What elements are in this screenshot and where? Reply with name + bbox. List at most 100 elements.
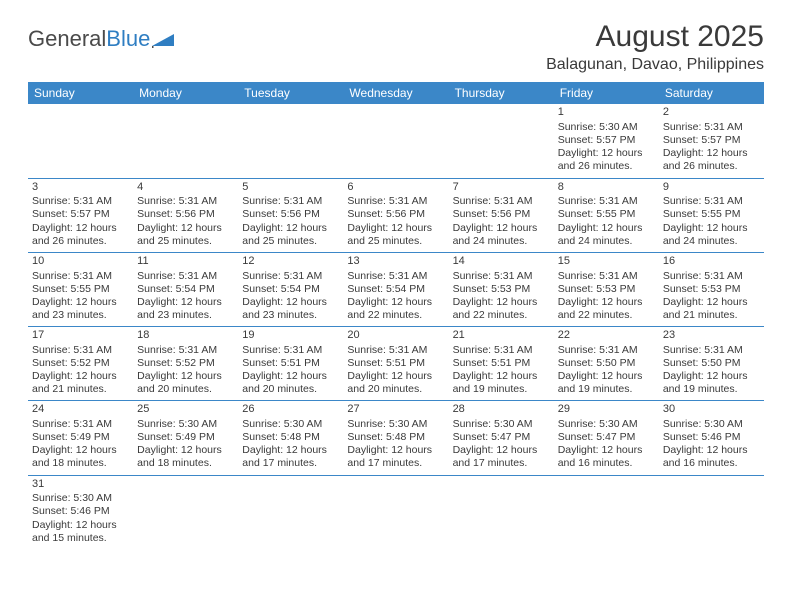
calendar-cell: 8Sunrise: 5:31 AMSunset: 5:55 PMDaylight… [554,178,659,252]
day-number: 10 [32,255,129,269]
page: GeneralBlue August 2025 Balagunan, Davao… [0,0,792,559]
calendar-cell [554,475,659,549]
calendar-cell [133,104,238,178]
daylight-text: Daylight: 12 hours [558,296,655,309]
title-block: August 2025 Balagunan, Davao, Philippine… [546,20,764,74]
sunrise-text: Sunrise: 5:31 AM [347,195,444,208]
sunset-text: Sunset: 5:55 PM [558,208,655,221]
calendar-cell [238,475,343,549]
sunrise-text: Sunrise: 5:30 AM [242,418,339,431]
day-number: 24 [32,403,129,417]
daylight-text: Daylight: 12 hours [558,222,655,235]
day-number: 20 [347,329,444,343]
day-header: Wednesday [343,82,448,104]
daylight-text: and 23 minutes. [242,309,339,322]
calendar-cell: 3Sunrise: 5:31 AMSunset: 5:57 PMDaylight… [28,178,133,252]
sunset-text: Sunset: 5:51 PM [453,357,550,370]
sunset-text: Sunset: 5:46 PM [32,505,129,518]
daylight-text: and 22 minutes. [558,309,655,322]
sunset-text: Sunset: 5:57 PM [558,134,655,147]
daylight-text: and 18 minutes. [32,457,129,470]
sunset-text: Sunset: 5:51 PM [347,357,444,370]
calendar-cell: 26Sunrise: 5:30 AMSunset: 5:48 PMDayligh… [238,401,343,475]
day-number: 31 [32,478,129,492]
sunset-text: Sunset: 5:56 PM [347,208,444,221]
sunset-text: Sunset: 5:52 PM [32,357,129,370]
daylight-text: and 24 minutes. [663,235,760,248]
day-number: 12 [242,255,339,269]
day-header: Sunday [28,82,133,104]
sunrise-text: Sunrise: 5:31 AM [242,344,339,357]
sunrise-text: Sunrise: 5:31 AM [32,270,129,283]
daylight-text: Daylight: 12 hours [32,370,129,383]
sunset-text: Sunset: 5:54 PM [137,283,234,296]
day-number: 6 [347,181,444,195]
calendar-cell: 9Sunrise: 5:31 AMSunset: 5:55 PMDaylight… [659,178,764,252]
daylight-text: and 24 minutes. [453,235,550,248]
sunset-text: Sunset: 5:55 PM [32,283,129,296]
daylight-text: and 26 minutes. [558,160,655,173]
daylight-text: Daylight: 12 hours [32,222,129,235]
logo: GeneralBlue [28,26,174,52]
calendar-cell: 14Sunrise: 5:31 AMSunset: 5:53 PMDayligh… [449,252,554,326]
daylight-text: Daylight: 12 hours [32,519,129,532]
day-number: 15 [558,255,655,269]
daylight-text: Daylight: 12 hours [663,147,760,160]
sunrise-text: Sunrise: 5:31 AM [453,344,550,357]
sunrise-text: Sunrise: 5:30 AM [663,418,760,431]
day-header: Tuesday [238,82,343,104]
day-number: 27 [347,403,444,417]
daylight-text: Daylight: 12 hours [558,370,655,383]
daylight-text: Daylight: 12 hours [242,222,339,235]
daylight-text: and 26 minutes. [32,235,129,248]
daylight-text: Daylight: 12 hours [137,296,234,309]
calendar-cell [343,104,448,178]
sunset-text: Sunset: 5:51 PM [242,357,339,370]
sunrise-text: Sunrise: 5:31 AM [347,270,444,283]
calendar-cell: 13Sunrise: 5:31 AMSunset: 5:54 PMDayligh… [343,252,448,326]
daylight-text: and 22 minutes. [453,309,550,322]
calendar-cell: 22Sunrise: 5:31 AMSunset: 5:50 PMDayligh… [554,327,659,401]
daylight-text: and 26 minutes. [663,160,760,173]
logo-text-blue: Blue [106,26,150,52]
day-number: 4 [137,181,234,195]
sunset-text: Sunset: 5:56 PM [242,208,339,221]
sunrise-text: Sunrise: 5:31 AM [558,344,655,357]
daylight-text: Daylight: 12 hours [453,370,550,383]
sunrise-text: Sunrise: 5:30 AM [347,418,444,431]
calendar-cell: 30Sunrise: 5:30 AMSunset: 5:46 PMDayligh… [659,401,764,475]
sunset-text: Sunset: 5:50 PM [663,357,760,370]
daylight-text: Daylight: 12 hours [242,296,339,309]
daylight-text: and 17 minutes. [242,457,339,470]
daylight-text: and 19 minutes. [453,383,550,396]
calendar-table: Sunday Monday Tuesday Wednesday Thursday… [28,82,764,549]
day-header: Thursday [449,82,554,104]
calendar-cell: 19Sunrise: 5:31 AMSunset: 5:51 PMDayligh… [238,327,343,401]
daylight-text: Daylight: 12 hours [453,296,550,309]
day-number: 25 [137,403,234,417]
calendar-cell: 24Sunrise: 5:31 AMSunset: 5:49 PMDayligh… [28,401,133,475]
daylight-text: and 18 minutes. [137,457,234,470]
daylight-text: Daylight: 12 hours [347,296,444,309]
day-number: 9 [663,181,760,195]
daylight-text: and 25 minutes. [137,235,234,248]
sunrise-text: Sunrise: 5:30 AM [558,121,655,134]
daylight-text: Daylight: 12 hours [32,444,129,457]
day-number: 2 [663,106,760,120]
calendar-week: 1Sunrise: 5:30 AMSunset: 5:57 PMDaylight… [28,104,764,178]
calendar-cell: 21Sunrise: 5:31 AMSunset: 5:51 PMDayligh… [449,327,554,401]
calendar-cell: 2Sunrise: 5:31 AMSunset: 5:57 PMDaylight… [659,104,764,178]
daylight-text: and 17 minutes. [347,457,444,470]
daylight-text: Daylight: 12 hours [347,222,444,235]
calendar-cell: 4Sunrise: 5:31 AMSunset: 5:56 PMDaylight… [133,178,238,252]
daylight-text: and 17 minutes. [453,457,550,470]
calendar-week: 3Sunrise: 5:31 AMSunset: 5:57 PMDaylight… [28,178,764,252]
day-number: 8 [558,181,655,195]
sunrise-text: Sunrise: 5:31 AM [558,195,655,208]
sunset-text: Sunset: 5:52 PM [137,357,234,370]
daylight-text: and 22 minutes. [347,309,444,322]
daylight-text: and 23 minutes. [32,309,129,322]
daylight-text: Daylight: 12 hours [558,147,655,160]
sunrise-text: Sunrise: 5:31 AM [663,270,760,283]
sunrise-text: Sunrise: 5:31 AM [453,195,550,208]
